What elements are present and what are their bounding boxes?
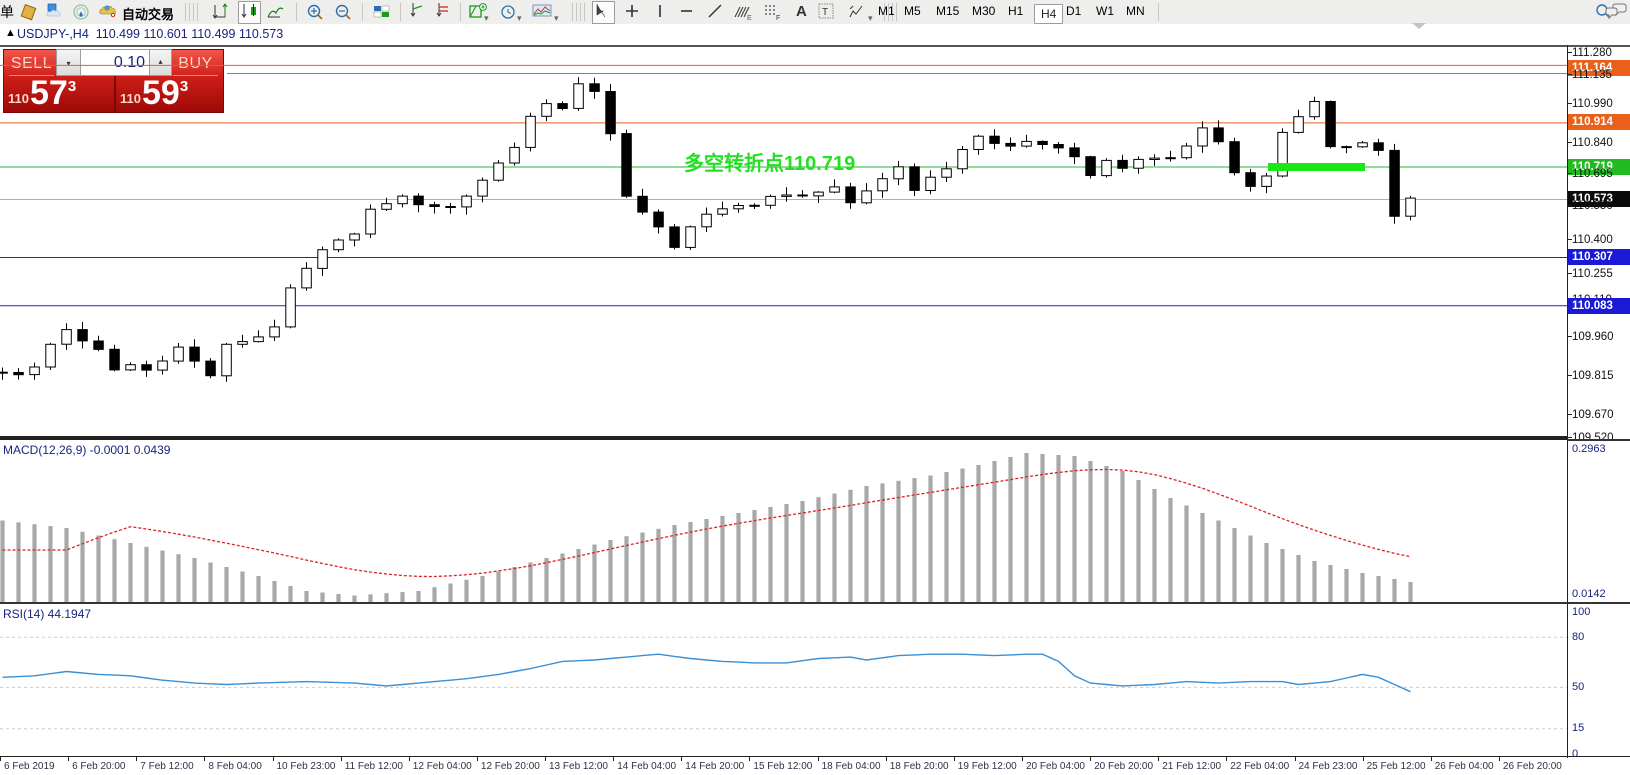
svg-text:E: E xyxy=(747,15,752,21)
svg-text:T: T xyxy=(822,7,828,18)
svg-text:F: F xyxy=(776,15,780,21)
